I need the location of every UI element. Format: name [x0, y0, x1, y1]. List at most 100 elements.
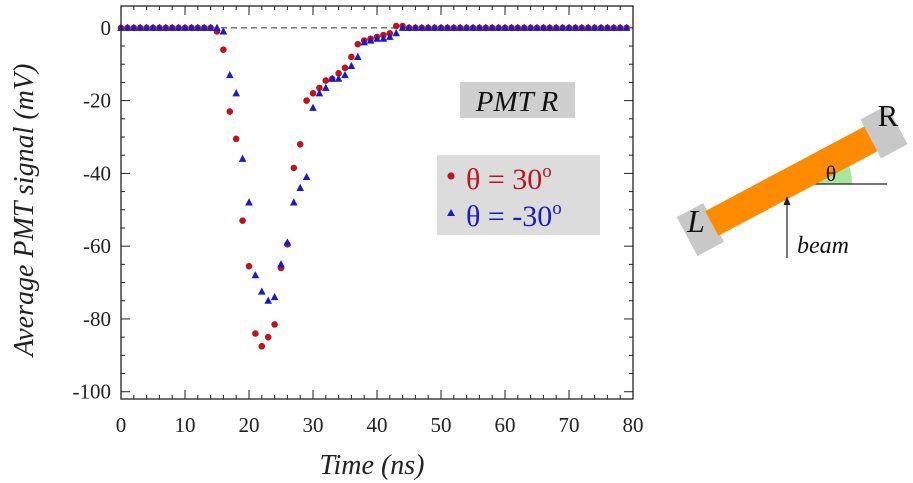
data-point-theta-minus-30	[462, 23, 471, 31]
data-point-theta-minus-30	[334, 74, 343, 82]
data-point-theta-minus-30	[328, 74, 336, 82]
angle-label-theta: θ	[826, 161, 837, 186]
y-tick-label: 0	[101, 16, 112, 40]
data-point-theta-30	[322, 77, 330, 84]
series-theta-minus-30	[117, 23, 631, 304]
data-point-theta-30	[354, 40, 362, 48]
data-point-theta-minus-30	[187, 23, 196, 31]
data-point-theta-minus-30	[405, 23, 413, 31]
data-point-theta-minus-30	[296, 183, 304, 191]
data-point-theta-minus-30	[558, 23, 567, 31]
data-point-theta-minus-30	[302, 172, 311, 181]
data-point-theta-30	[239, 217, 246, 224]
data-point-theta-30	[309, 90, 317, 97]
data-point-theta-minus-30	[622, 23, 631, 31]
data-point-theta-minus-30	[174, 23, 183, 31]
plot-frame	[120, 5, 634, 400]
data-point-theta-minus-30	[200, 23, 208, 31]
data-point-theta-minus-30	[181, 23, 189, 31]
beam-arrow-head	[783, 196, 791, 205]
data-point-theta-minus-30	[251, 271, 260, 279]
data-point-theta-minus-30	[315, 89, 324, 97]
data-point-theta-minus-30	[520, 23, 528, 31]
data-point-theta-minus-30	[584, 23, 592, 31]
end-cap-left	[676, 203, 724, 257]
data-point-theta-minus-30	[494, 23, 503, 31]
legend: θ = 30o θ = -30o	[437, 155, 600, 235]
data-point-theta-minus-30	[245, 198, 253, 206]
data-point-theta-minus-30	[386, 32, 394, 40]
x-tick-label: 0	[116, 413, 127, 437]
data-point-theta-minus-30	[456, 23, 464, 31]
data-point-theta-minus-30	[539, 23, 548, 31]
data-point-theta-minus-30	[507, 23, 516, 31]
x-tick-label: 20	[239, 413, 260, 437]
data-point-theta-minus-30	[322, 83, 330, 91]
legend-box	[437, 155, 600, 235]
data-point-theta-minus-30	[354, 52, 362, 60]
data-point-theta-30	[252, 330, 259, 337]
y-tick-labels: 0 -20 -40 -60 -80 -100	[73, 16, 112, 404]
data-point-theta-minus-30	[437, 23, 445, 31]
scintillator-bar	[705, 125, 880, 236]
data-point-theta-minus-30	[309, 103, 317, 111]
data-point-theta-30	[290, 164, 298, 172]
data-point-theta-minus-30	[168, 23, 176, 31]
data-point-theta-minus-30	[430, 23, 439, 31]
data-point-theta-minus-30	[610, 23, 618, 31]
x-tick-label: 50	[431, 413, 452, 437]
data-point-theta-minus-30	[475, 23, 484, 31]
x-tick-label: 40	[367, 413, 388, 437]
data-point-theta-minus-30	[603, 23, 612, 31]
y-tick-label: -80	[83, 307, 111, 331]
end-label-left: L	[686, 203, 705, 239]
data-point-theta-minus-30	[590, 23, 599, 31]
data-point-theta-minus-30	[578, 23, 586, 31]
data-point-theta-minus-30	[398, 23, 407, 31]
y-tick-label: -100	[73, 380, 112, 404]
data-point-theta-minus-30	[488, 23, 496, 31]
data-point-theta-minus-30	[130, 23, 138, 31]
data-point-theta-minus-30	[232, 89, 240, 97]
data-point-theta-minus-30	[526, 23, 535, 31]
data-point-theta-minus-30	[418, 23, 426, 31]
beam-label: beam	[797, 233, 849, 259]
data-point-theta-minus-30	[341, 70, 349, 79]
data-point-theta-minus-30	[501, 23, 509, 31]
legend-marker-blue	[447, 209, 455, 216]
data-point-theta-30	[303, 97, 310, 104]
data-point-theta-minus-30	[264, 296, 272, 304]
data-point-theta-minus-30	[482, 23, 490, 31]
x-tick-label: 80	[623, 413, 644, 437]
data-point-theta-minus-30	[424, 23, 432, 31]
data-point-theta-minus-30	[206, 23, 215, 31]
data-point-theta-minus-30	[597, 23, 605, 31]
data-point-theta-30	[264, 333, 272, 341]
x-tick-label: 30	[303, 413, 324, 437]
data-point-theta-30	[226, 108, 234, 115]
data-point-theta-minus-30	[226, 70, 234, 79]
data-point-theta-minus-30	[616, 23, 624, 31]
data-point-theta-minus-30	[366, 36, 375, 44]
data-point-theta-minus-30	[514, 23, 522, 31]
x-tick-labels: 0 10 20 30 40 50 60 70 80	[116, 413, 644, 437]
data-point-theta-30	[335, 70, 342, 77]
data-point-theta-minus-30	[277, 260, 285, 268]
end-cap-right	[860, 105, 908, 159]
data-point-theta-30	[220, 46, 227, 53]
legend-marker-red	[447, 172, 455, 180]
legend-label-red: θ = 30o	[466, 161, 552, 196]
x-axis-label: Time (ns)	[320, 450, 425, 481]
data-point-theta-minus-30	[443, 23, 452, 31]
data-point-theta-minus-30	[469, 23, 477, 31]
data-point-theta-minus-30	[411, 23, 420, 31]
data-point-theta-30	[232, 135, 240, 143]
x-tick-label: 10	[175, 413, 196, 437]
data-point-theta-minus-30	[162, 23, 170, 31]
data-point-theta-minus-30	[552, 23, 560, 31]
data-point-theta-minus-30	[373, 34, 381, 42]
data-point-theta-minus-30	[155, 23, 164, 31]
data-point-theta-minus-30	[219, 27, 228, 35]
annotation-box	[460, 82, 575, 118]
